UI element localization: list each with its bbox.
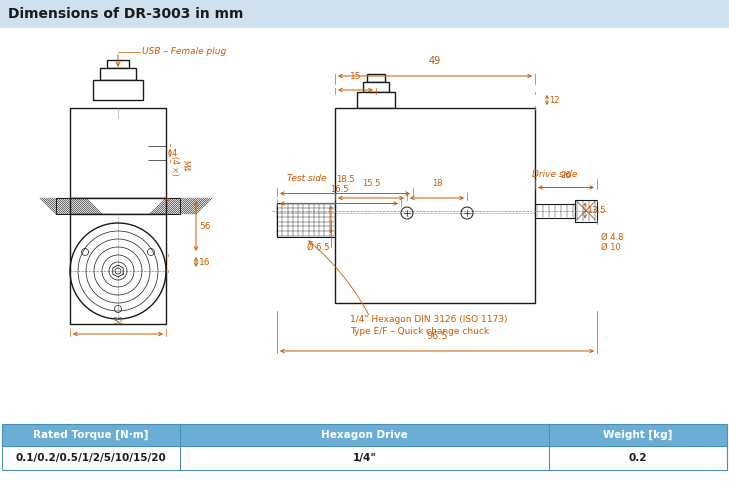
Text: 32: 32 [112, 317, 124, 326]
Bar [357, 92, 395, 108]
Text: Rated Torque [N·m]: Rated Torque [N·m] [33, 430, 149, 440]
Text: Drive side: Drive side [532, 170, 577, 178]
Text: Ø 10: Ø 10 [601, 243, 621, 252]
Text: 18.5: 18.5 [336, 174, 354, 184]
Bar [0, 0, 729, 28]
Text: Type E/F – Quick change chuck: Type E/F – Quick change chuck [350, 327, 489, 336]
Text: Weight [kg]: Weight [kg] [604, 430, 673, 440]
Text: Ø 6.5: Ø 6.5 [308, 243, 330, 251]
Bar [107, 60, 129, 68]
Text: 1/4": 1/4" [353, 453, 376, 463]
Bar [2, 446, 727, 470]
Text: 12: 12 [549, 96, 559, 104]
Bar [277, 203, 335, 237]
Text: 15: 15 [350, 72, 362, 81]
Text: 16: 16 [199, 258, 211, 266]
Bar [70, 108, 166, 198]
Text: Ø 4.8: Ø 4.8 [601, 233, 623, 242]
Text: 13.5: 13.5 [587, 206, 606, 215]
Bar [535, 204, 575, 218]
Text: 0.1/0.2/0.5/1/2/5/10/15/20: 0.1/0.2/0.5/1/2/5/10/15/20 [15, 453, 166, 463]
Text: 15.5: 15.5 [362, 179, 381, 188]
Bar [575, 199, 597, 222]
Text: 16.5: 16.5 [330, 185, 348, 193]
Text: 26: 26 [561, 171, 572, 179]
Text: Test side: Test side [287, 174, 327, 183]
Bar [100, 68, 136, 80]
Text: 56: 56 [199, 222, 211, 230]
Text: 1/4" Hexagon DIN 3126 (ISO 1173): 1/4" Hexagon DIN 3126 (ISO 1173) [350, 315, 507, 324]
Bar [363, 82, 389, 92]
Text: Dimensions of DR-3003 in mm: Dimensions of DR-3003 in mm [8, 7, 243, 21]
Bar [56, 198, 70, 214]
Bar [2, 424, 727, 446]
Text: 4: 4 [172, 149, 177, 157]
Text: 49: 49 [429, 56, 441, 66]
Bar [335, 108, 535, 303]
Text: M4
(4 ×): M4 (4 ×) [171, 156, 190, 176]
Bar [70, 198, 166, 214]
Text: Hexagon Drive: Hexagon Drive [321, 430, 408, 440]
Bar [367, 74, 385, 82]
Bar [70, 214, 166, 324]
Text: 18: 18 [432, 179, 443, 188]
Bar [93, 80, 143, 100]
Text: 0.2: 0.2 [629, 453, 647, 463]
Bar [166, 198, 180, 214]
Text: USB – Female plug: USB – Female plug [142, 48, 226, 56]
Text: 96.5: 96.5 [426, 331, 448, 341]
